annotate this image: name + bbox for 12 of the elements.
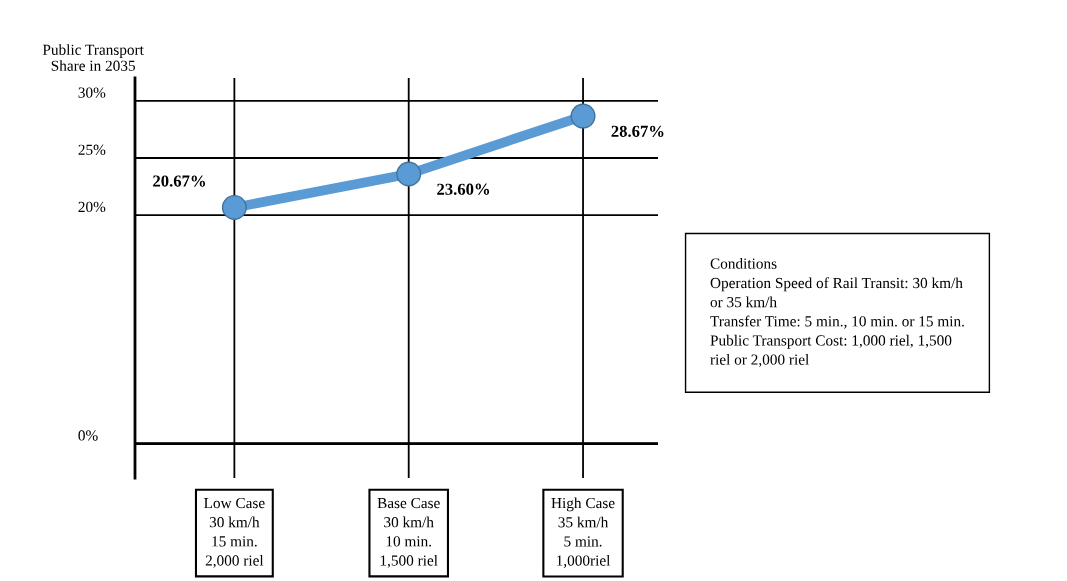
x-tick-label: High Case 35 km/h 5 min. 1,000riel <box>551 497 615 568</box>
text: Conditions Operation Speed of Rail Transit: 30 km/h or 35 km/h Transfer Time: 5 min., 10 min. or 15 min. Public Transport Cost: 1,000 riel, 1,500 riel or 2,000 riel <box>710 258 964 367</box>
y-axis-title: Public Transport Share in 2035 <box>42 44 144 71</box>
data-label: 20.67% <box>153 175 206 187</box>
y-tick-label: 0% <box>78 430 98 441</box>
x-tick-label: Base Case 30 km/h 10 min. 1,500 riel <box>377 497 440 568</box>
data-label: 28.67% <box>611 125 664 137</box>
y-tick-label: 20% <box>78 201 106 213</box>
x-tick-label: Low Case 30 km/h 15 min. 2,000 riel <box>204 497 265 568</box>
y-tick-label: 25% <box>78 144 106 155</box>
y-tick-label: 30% <box>78 87 106 98</box>
data-label: 23.60% <box>437 183 490 195</box>
